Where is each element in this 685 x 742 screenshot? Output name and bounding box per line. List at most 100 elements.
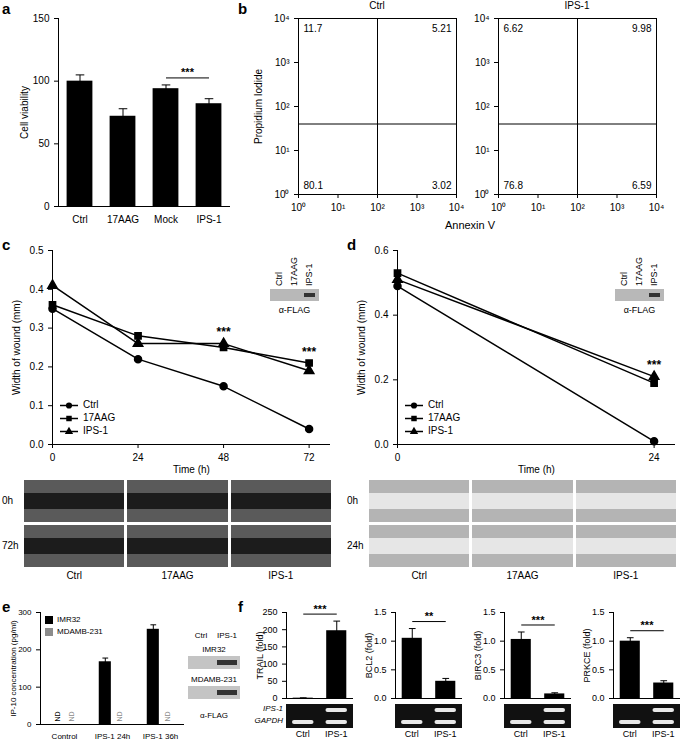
svg-text:Ctrl: Ctrl [619,272,629,286]
svg-text:Width of wound (mm): Width of wound (mm) [11,300,22,395]
svg-text:80.1: 80.1 [304,180,324,191]
svg-text:MDAMB-231: MDAMB-231 [57,627,103,636]
svg-text:0.5: 0.5 [374,665,387,675]
svg-text:0: 0 [395,452,401,463]
svg-text:11.7: 11.7 [304,23,323,34]
svg-text:IPS-1: IPS-1 [304,263,314,286]
svg-text:PRKCE (fold): PRKCE (fold) [582,628,592,682]
svg-text:100: 100 [18,683,32,692]
svg-text:0.4: 0.4 [375,309,389,320]
svg-text:0.5: 0.5 [30,245,44,256]
svg-text:10⁰: 10⁰ [291,202,306,213]
svg-text:***: *** [532,614,546,626]
svg-text:10⁰: 10⁰ [274,189,289,200]
svg-text:1.5: 1.5 [592,607,605,617]
svg-text:10⁴: 10⁴ [474,13,489,24]
svg-text:Control: Control [52,732,78,741]
svg-text:0.4: 0.4 [30,284,44,295]
svg-text:0: 0 [27,720,32,729]
svg-text:6.59: 6.59 [632,180,652,191]
svg-text:IPS-1: IPS-1 [196,214,221,225]
svg-text:1.0: 1.0 [374,636,387,646]
svg-text:0.2: 0.2 [375,374,389,385]
svg-text:***: *** [641,619,655,631]
svg-text:250: 250 [262,607,277,617]
svg-text:300: 300 [18,608,32,617]
svg-text:10³: 10³ [475,57,490,68]
svg-text:BIRC3 (fold): BIRC3 (fold) [473,631,483,681]
svg-text:10²: 10² [275,101,290,112]
svg-text:Time (h): Time (h) [173,464,210,475]
svg-text:100: 100 [33,75,50,86]
svg-text:0.5: 0.5 [592,665,605,675]
svg-text:α-FLAG: α-FLAG [624,305,656,315]
svg-text:Cell viability: Cell viability [19,86,30,139]
svg-text:10²: 10² [475,101,490,112]
svg-text:Ctrl: Ctrl [195,631,208,640]
svg-text:17AAG: 17AAG [83,412,115,423]
svg-text:10³: 10³ [410,202,425,213]
svg-text:0: 0 [44,201,50,212]
svg-text:***: *** [217,325,231,339]
svg-text:1.5: 1.5 [374,607,387,617]
svg-text:0.6: 0.6 [375,245,389,256]
svg-text:Ctrl: Ctrl [72,214,88,225]
svg-text:IPS-1 36h: IPS-1 36h [143,732,179,741]
svg-text:50: 50 [38,138,50,149]
svg-text:Mock: Mock [154,214,179,225]
svg-text:0.0: 0.0 [483,693,496,703]
svg-text:200: 200 [18,645,32,654]
svg-text:IPS-1: IPS-1 [649,263,659,286]
svg-text:***: *** [314,603,328,615]
svg-text:ND: ND [116,711,123,721]
svg-text:α-FLAG: α-FLAG [279,305,311,315]
svg-text:TRAIL (fold): TRAIL (fold) [255,631,265,679]
svg-text:0.0: 0.0 [374,693,387,703]
svg-text:BCL2 (fold): BCL2 (fold) [364,633,374,679]
svg-text:9.98: 9.98 [632,23,652,34]
svg-text:10²: 10² [570,202,585,213]
svg-text:50: 50 [267,676,277,686]
svg-text:0.1: 0.1 [30,400,44,411]
svg-text:10¹: 10¹ [531,202,546,213]
svg-text:IPS-1: IPS-1 [217,631,238,640]
svg-text:5.21: 5.21 [432,23,452,34]
svg-text:24: 24 [649,452,661,463]
svg-text:1.0: 1.0 [483,636,496,646]
svg-text:0.0: 0.0 [375,439,389,450]
svg-text:72: 72 [304,452,316,463]
svg-text:Ctrl: Ctrl [83,399,99,410]
svg-text:10⁴: 10⁴ [649,202,664,213]
svg-text:IP-10 concentration (pg/ml): IP-10 concentration (pg/ml) [9,620,18,717]
svg-text:0: 0 [50,452,56,463]
svg-text:17AAG: 17AAG [107,214,139,225]
svg-text:48: 48 [218,452,230,463]
svg-text:IPS-1 24h: IPS-1 24h [95,732,131,741]
svg-text:IMR32: IMR32 [202,645,226,654]
svg-text:IPS-1: IPS-1 [428,425,453,436]
svg-text:0.2: 0.2 [30,361,44,372]
svg-text:α-FLAG: α-FLAG [200,711,228,720]
svg-text:10⁰: 10⁰ [491,202,506,213]
svg-text:***: *** [647,358,661,372]
svg-text:Time (h): Time (h) [518,464,555,475]
svg-text:0: 0 [272,693,277,703]
svg-text:17AAG: 17AAG [289,257,299,286]
svg-text:0.0: 0.0 [30,439,44,450]
svg-text:ND: ND [164,711,171,721]
svg-text:150: 150 [33,13,50,24]
svg-text:10⁰: 10⁰ [474,189,489,200]
svg-text:Propidium Iodide: Propidium Iodide [253,69,264,144]
svg-text:***: *** [302,345,316,359]
svg-text:MDAMB-231: MDAMB-231 [191,675,237,684]
svg-text:10³: 10³ [610,202,625,213]
svg-text:ND: ND [68,711,75,721]
svg-text:1.0: 1.0 [592,636,605,646]
svg-text:24: 24 [132,452,144,463]
svg-text:0.5: 0.5 [483,665,496,675]
svg-text:10¹: 10¹ [331,202,346,213]
svg-text:1.5: 1.5 [483,607,496,617]
svg-text:76.8: 76.8 [504,180,524,191]
svg-text:IMR32: IMR32 [57,615,81,624]
svg-text:ND: ND [54,711,61,721]
